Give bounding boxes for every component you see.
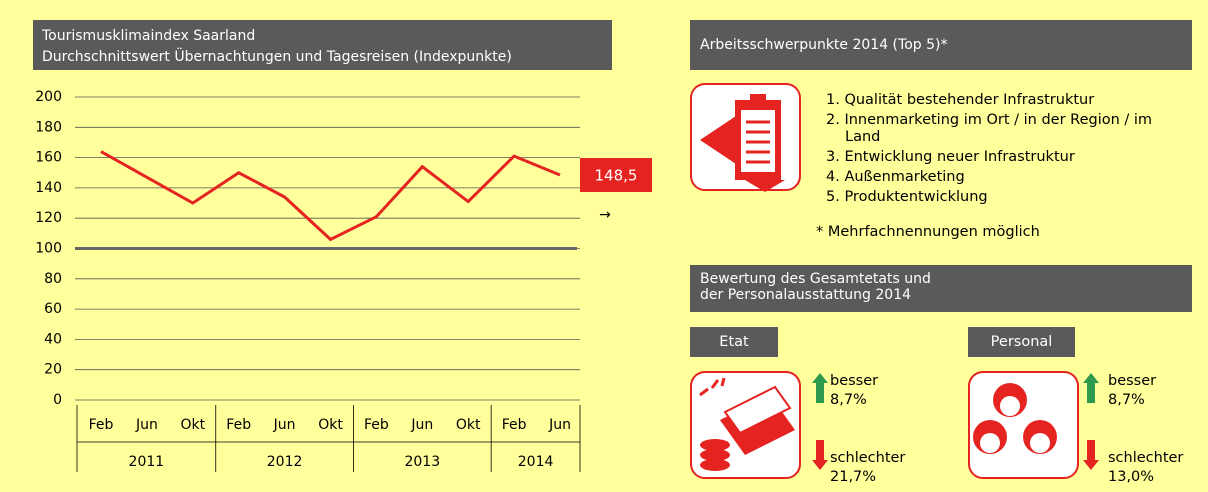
worse-label: schlechter	[830, 450, 906, 466]
y-tick-label: 200	[35, 89, 62, 105]
chart-title: Tourismusklimaindex Saarland	[41, 28, 255, 44]
year-label: 2013	[404, 454, 440, 470]
data-line	[100, 150, 561, 242]
year-label: 2011	[129, 454, 165, 470]
x-tick-label: Okt	[456, 417, 481, 433]
x-tick-label: Jun	[410, 417, 433, 433]
y-tick-label: 160	[35, 150, 62, 166]
x-tick-label: Jun	[548, 417, 571, 433]
y-tick-label: 20	[44, 362, 62, 378]
worse-value: 13,0%	[1108, 469, 1155, 485]
better-label: besser	[1108, 373, 1157, 389]
rating-title: der Personalausstattung 2014	[700, 287, 912, 303]
y-tick-label: 0	[53, 392, 62, 408]
year-label: 2012	[267, 454, 303, 470]
x-tick-label: Feb	[502, 417, 527, 433]
focus-item: 4. Außenmarketing	[826, 169, 965, 185]
focus-item: 2. Innenmarketing im Ort / in der Region…	[826, 112, 1153, 145]
better-label: besser	[830, 373, 879, 389]
focus-item: 3. Entwicklung neuer Infrastruktur	[826, 149, 1075, 165]
worse-value: 21,7%	[830, 469, 877, 485]
arrow: →	[599, 207, 611, 223]
worse-label: schlechter	[1108, 450, 1184, 466]
focus-header: Arbeitsschwerpunkte 2014 (Top 5)*	[690, 20, 1192, 70]
workers-icon	[968, 371, 1079, 479]
rating-header: Bewertung des Gesamtetats und der Person…	[690, 265, 1192, 312]
value-label: 148,5	[595, 167, 638, 185]
panel-label: Personal	[968, 327, 1075, 357]
focus-list: 1. Qualität bestehender Infrastruktur 2. …	[826, 92, 1186, 209]
chart-subtitle: Durchschnittswert Übernachtungen und Tag…	[42, 47, 512, 65]
y-tick-label: 60	[44, 301, 62, 317]
y-tick-label: 140	[35, 180, 62, 196]
x-tick-label: Jun	[135, 417, 158, 433]
x-tick-label: Okt	[318, 417, 343, 433]
y-tick-label: 120	[35, 210, 62, 226]
y-tick-label: 180	[35, 119, 62, 135]
value-label-box	[580, 158, 652, 193]
chart-header	[33, 20, 612, 70]
panel-label: Etat	[690, 327, 778, 357]
x-tick-label: Feb	[364, 417, 389, 433]
y-tick-label: 40	[44, 331, 62, 347]
focus-item: 5. Produktentwicklung	[826, 189, 988, 205]
trend-arrows	[812, 373, 1099, 470]
year-label: 2014	[518, 454, 554, 470]
clipboard-icon	[690, 83, 801, 192]
x-tick-label: Feb	[89, 417, 114, 433]
y-tick-label: 100	[35, 241, 62, 257]
money-icon	[690, 371, 801, 479]
x-tick-label: Okt	[180, 417, 205, 433]
rating-title: Bewertung des Gesamtetats und	[700, 271, 931, 287]
focus-note: * Mehrfachnennungen möglich	[816, 224, 1040, 240]
focus-item: 1. Qualität bestehender Infrastruktur	[826, 92, 1095, 108]
x-tick-label: Jun	[273, 417, 296, 433]
better-value: 8,7%	[830, 392, 867, 408]
x-tick-label: Feb	[226, 417, 251, 433]
better-value: 8,7%	[1108, 392, 1145, 408]
y-tick-label: 80	[44, 271, 62, 287]
